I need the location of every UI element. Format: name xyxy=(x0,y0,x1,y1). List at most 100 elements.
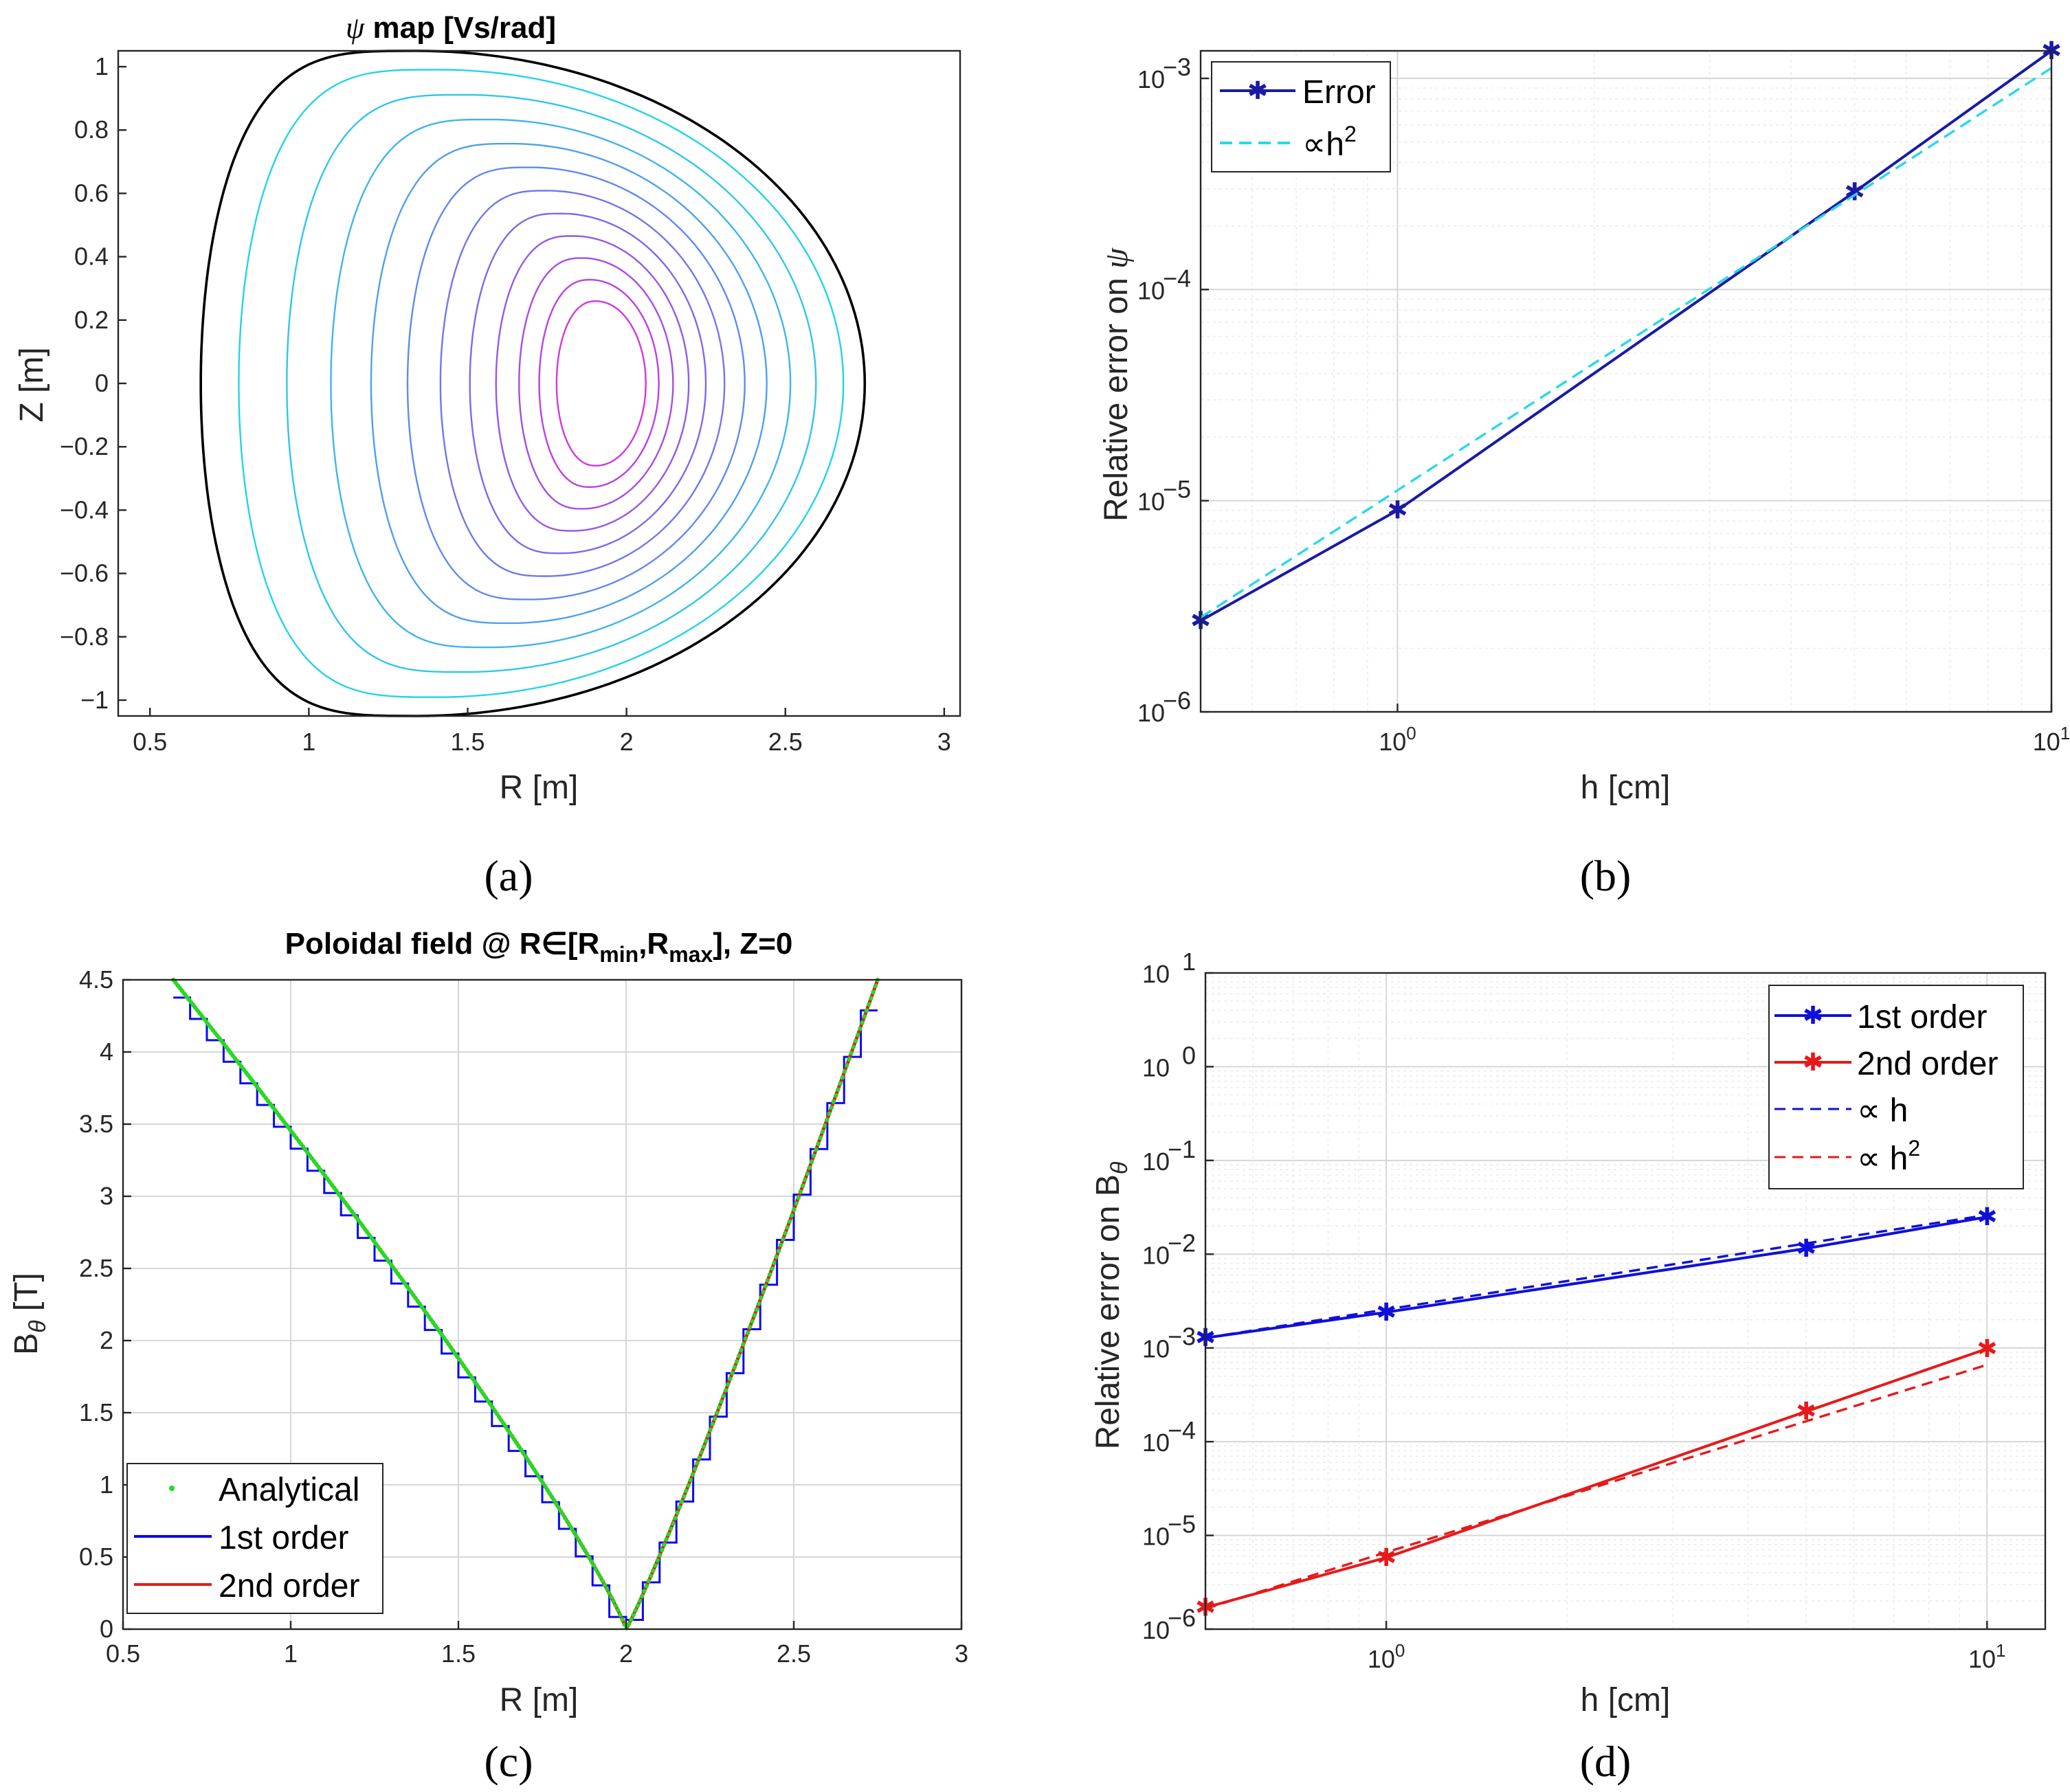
panel-c-xtick-label: 0.5 xyxy=(106,1639,140,1668)
panel-c-ytick-label: 3.5 xyxy=(79,1110,113,1138)
panel-b-axes-box xyxy=(1199,49,2053,713)
panel-c-analytical-point xyxy=(530,1464,535,1469)
panel-c-ytick-label: 4 xyxy=(100,1038,113,1066)
panel-c-analytical-point xyxy=(739,1347,744,1353)
panel-c-analytical-point xyxy=(541,1481,546,1486)
pd-ytick-exp: −2 xyxy=(1168,1229,1196,1257)
panel-c-analytical-point xyxy=(589,1559,594,1564)
pb-ytick-label: 10 xyxy=(1137,488,1165,516)
panel-d-legend-h: ∝ h xyxy=(1857,1093,1908,1129)
panel-c-analytical-point xyxy=(644,1584,649,1589)
panel-c-analytical-point xyxy=(798,1189,803,1194)
panel-c-analytical-point xyxy=(580,1544,586,1549)
panel-c-analytical-point xyxy=(864,1008,869,1013)
panel-c-analytical-point xyxy=(748,1325,753,1330)
panel-c-analytical-point xyxy=(567,1523,572,1527)
panel-c-analytical-point xyxy=(596,1571,601,1576)
panel-c-ytick-label: 2.5 xyxy=(79,1254,113,1282)
panel-c-analytical-point xyxy=(389,1262,394,1267)
panel-c-analytical-point xyxy=(626,1622,632,1626)
panel-a-ytick-label: −0.8 xyxy=(60,623,109,651)
pb-ytick-exp: −5 xyxy=(1163,475,1191,504)
panel-c-analytical-point xyxy=(505,1427,511,1433)
panel-c-legend-analytical: Analytical xyxy=(219,1472,359,1508)
panel-c-analytical-point xyxy=(673,1516,678,1521)
panel-c-analytical-point xyxy=(807,1165,812,1170)
panel-c-analytical-point xyxy=(400,1277,405,1282)
panel-c-analytical-point xyxy=(430,1320,436,1325)
pd-ytick-exp: −4 xyxy=(1168,1416,1196,1444)
panel-c-analytical-point xyxy=(600,1578,605,1583)
panel-c-analytical-point xyxy=(404,1284,409,1288)
pd-ytick-label: 10 xyxy=(1142,1053,1170,1082)
pd-marker: ✱ xyxy=(1376,1543,1396,1571)
panel-c-analytical-point xyxy=(514,1441,519,1446)
panel-c-analytical-point xyxy=(640,1593,645,1598)
panel-c-analytical-point xyxy=(607,1591,612,1595)
panel-c-analytical-point xyxy=(433,1323,438,1328)
pb-xtick-label: 100 xyxy=(1379,723,1416,756)
panel-c-analytical-point xyxy=(604,1587,610,1591)
panel-c-analytical-point xyxy=(461,1363,467,1369)
panel-a-contour-line xyxy=(555,300,647,467)
panel-a-ytick-label: −0.6 xyxy=(60,559,109,587)
pd-ytick-label: 10 xyxy=(1142,1241,1170,1269)
panel-c-xtick-label: 1.5 xyxy=(441,1639,476,1668)
panel-c-analytical-point xyxy=(549,1494,555,1499)
panel-c-analytical-point xyxy=(470,1376,475,1381)
pd-xtick-label: 100 xyxy=(1368,1640,1405,1673)
panel-c-analytical-point xyxy=(759,1295,764,1301)
panel-c-analytical-point xyxy=(726,1382,731,1387)
panel-c-analytical-point xyxy=(492,1408,497,1413)
panel-c-ytick-label: 4.5 xyxy=(79,965,113,994)
panel-c-analytical-point xyxy=(860,1020,865,1025)
panel-c-analytical-point xyxy=(457,1357,462,1363)
panel-a-ylabel: Z [m] xyxy=(14,347,50,422)
panel-a-contour-chart: 0.5 1 1.5 2 2.5 3 −1 −0.8 −0.6 −0.4 −0.2 0 0.2 0.4 0.6… xyxy=(14,11,961,900)
panel-c-ytick-label: 1 xyxy=(100,1470,113,1499)
pb-marker: ✱ xyxy=(1844,177,1865,205)
panel-c-analytical-point xyxy=(851,1044,856,1050)
panel-b-legend-h2: ∝h2 xyxy=(1302,122,1357,163)
panel-c-analytical-point xyxy=(660,1547,665,1552)
panel-c-analytical-point xyxy=(450,1348,456,1353)
panel-c-analytical-point xyxy=(734,1359,739,1364)
panel-d-legend-h2: ∝ h2 xyxy=(1857,1136,1920,1177)
panel-c-analytical-point xyxy=(867,1002,871,1007)
panel-c-analytical-point xyxy=(774,1255,779,1259)
panel-a-contour-line xyxy=(469,212,707,555)
panel-c-analytical-point xyxy=(701,1444,706,1449)
panel-c-analytical-point xyxy=(756,1301,761,1306)
panel-c-analytical-point xyxy=(834,1093,838,1098)
panel-c-analytical-point xyxy=(717,1404,722,1410)
panel-c-analytical-point xyxy=(446,1342,451,1347)
panel-c-analytical-point xyxy=(587,1556,592,1560)
panel-c-analytical-point xyxy=(386,1259,392,1264)
panel-c-analytical-point xyxy=(688,1477,693,1482)
panel-c-analytical-point xyxy=(481,1392,486,1397)
panel-c-analytical-point xyxy=(737,1354,742,1358)
panel-c-analytical-point xyxy=(858,1027,862,1031)
panel-c-analytical-point xyxy=(783,1231,788,1236)
panel-c-analytical-point xyxy=(741,1342,746,1347)
panel-c-analytical-point xyxy=(426,1314,431,1319)
pd-ytick-exp: −1 xyxy=(1168,1135,1196,1163)
panel-a-contour-line xyxy=(238,69,845,698)
panel-c-ticks: 0.5 1 1.5 2 2.5 300.511.522.533.544.5 xyxy=(79,965,968,1668)
panel-c-legend-swatch-analytical xyxy=(169,1486,175,1491)
panel-c-analytical-point xyxy=(554,1501,559,1506)
panel-c-analytical-point xyxy=(576,1537,581,1542)
pd-marker: ✱ xyxy=(1977,1334,1997,1363)
panel-c-ytick-label: 0 xyxy=(100,1615,113,1643)
panel-c-analytical-point xyxy=(477,1386,482,1391)
panel-c-analytical-point xyxy=(602,1582,608,1587)
panel-d-legend-marker-1st: ✱ xyxy=(1803,1001,1823,1029)
panel-c-analytical-point xyxy=(479,1389,484,1394)
pd-marker: ✱ xyxy=(1977,1202,1997,1231)
panel-b-label: (b) xyxy=(1580,851,1632,900)
panel-c-analytical-point xyxy=(373,1241,378,1246)
panel-c-analytical-point xyxy=(633,1608,638,1613)
panel-c-analytical-point xyxy=(677,1505,682,1510)
